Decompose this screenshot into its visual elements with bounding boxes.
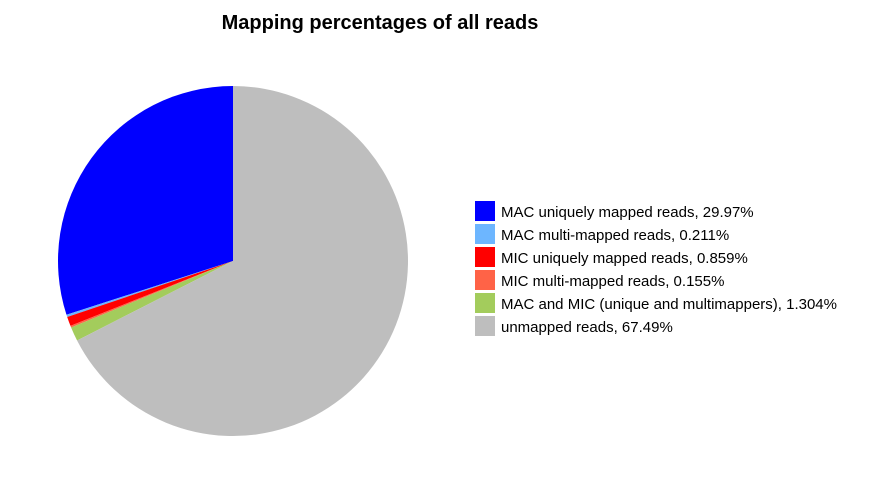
legend-swatch-2: [475, 247, 495, 267]
legend: MAC uniquely mapped reads, 29.97% MAC mul…: [475, 201, 837, 336]
pie-slice-3: [70, 261, 233, 328]
pie-slice-4: [71, 261, 233, 341]
legend-label-3: MIC multi-mapped reads, 0.155%: [501, 273, 724, 290]
pie-slice-2: [67, 261, 233, 326]
legend-swatch-3: [475, 270, 495, 290]
legend-label-1: MAC multi-mapped reads, 0.211%: [501, 227, 729, 244]
legend-label-2: MIC uniquely mapped reads, 0.859%: [501, 250, 748, 267]
legend-swatch-4: [475, 293, 495, 313]
pie-slice-0: [58, 86, 233, 315]
legend-label-4: MAC and MIC (unique and multimappers), 1…: [501, 296, 837, 313]
legend-label-5: unmapped reads, 67.49%: [501, 319, 673, 336]
legend-label-0: MAC uniquely mapped reads, 29.97%: [501, 204, 754, 221]
legend-swatch-0: [475, 201, 495, 221]
pie-slices: [58, 86, 408, 436]
pie-slice-1: [66, 261, 233, 318]
legend-swatch-1: [475, 224, 495, 244]
chart-title: Mapping percentages of all reads: [222, 12, 539, 34]
legend-swatch-5: [475, 316, 495, 336]
pie-slice-5: [77, 86, 408, 436]
